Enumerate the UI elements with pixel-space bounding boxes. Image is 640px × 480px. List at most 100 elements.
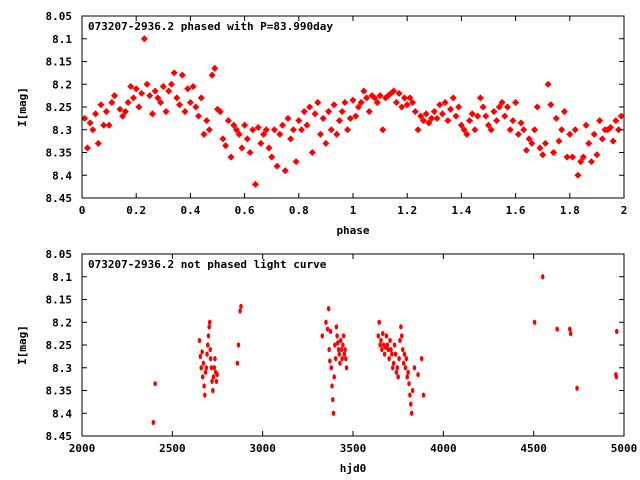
phased-data-point: [292, 158, 300, 166]
phased-data-point: [132, 85, 140, 93]
phased-data-point: [314, 98, 322, 106]
phased-data-point: [86, 119, 94, 127]
unphased-data-point: [394, 369, 399, 375]
phased-data-point: [422, 110, 430, 118]
phased-data-point: [230, 121, 238, 129]
phased-data-point: [129, 94, 138, 102]
phased-data-point: [379, 126, 387, 134]
phased-data-point: [438, 110, 446, 118]
phased-data-point: [590, 130, 598, 138]
phased-data-point: [295, 117, 303, 125]
phased-data-point: [509, 117, 517, 125]
unphased-data-point: [198, 353, 203, 359]
phased-data-point: [270, 126, 278, 134]
unphased-x-tick-label: 4000: [430, 442, 457, 455]
phased-data-point: [563, 153, 571, 161]
phased-data-point: [284, 114, 292, 122]
unphased-data-point: [209, 365, 214, 371]
phased-data-point: [487, 126, 495, 134]
phased-data-point: [238, 144, 246, 152]
unphased-y-tick-label: 8.05: [46, 248, 73, 261]
phased-y-tick-label: 8.1: [52, 33, 72, 46]
phased-data-points: [81, 35, 625, 188]
phased-data-point: [184, 85, 192, 93]
phased-x-tick-label: 1: [350, 204, 357, 217]
phased-x-axis-label: phase: [336, 224, 369, 237]
unphased-data-point: [382, 351, 387, 357]
phased-data-point: [173, 94, 181, 102]
phased-data-point: [281, 167, 289, 175]
unphased-data-point: [540, 274, 545, 280]
phased-data-point: [414, 126, 422, 134]
unphased-y-tick-label: 8.4: [52, 407, 72, 420]
unphased-x-tick-label: 2000: [69, 442, 96, 455]
phased-data-point: [544, 80, 552, 88]
phased-data-point: [211, 64, 219, 72]
unphased-x-tick-label: 4500: [520, 442, 547, 455]
phased-x-tick-label: 1.6: [506, 204, 526, 217]
unphased-data-point: [330, 383, 334, 389]
unphased-data-point: [396, 374, 400, 380]
unphased-data-point: [213, 356, 217, 362]
unphased-data-point: [393, 351, 398, 357]
phased-data-point: [376, 92, 384, 100]
phased-data-point: [346, 114, 354, 122]
phased-data-point: [371, 94, 379, 102]
unphased-data-point: [200, 349, 204, 355]
phased-data-point: [596, 117, 604, 125]
unphased-data-point: [343, 346, 347, 353]
unphased-data-point: [400, 346, 405, 353]
unphased-data-point: [403, 365, 408, 371]
phased-data-point: [205, 126, 213, 134]
phased-data-point: [495, 103, 503, 111]
unphased-data-point: [401, 360, 406, 366]
phased-data-point: [493, 117, 501, 125]
unphased-data-point: [153, 381, 157, 387]
phased-data-point: [203, 117, 211, 125]
phased-data-point: [547, 101, 555, 109]
phased-data-point: [289, 126, 297, 134]
phased-data-point: [194, 112, 203, 120]
phased-data-point: [241, 121, 249, 129]
unphased-data-point: [421, 392, 426, 398]
unphased-data-point: [236, 342, 241, 348]
phased-data-point: [447, 105, 455, 113]
unphased-data-point: [388, 337, 392, 344]
phased-data-point: [558, 126, 566, 134]
phased-y-tick-label: 8.4: [52, 169, 72, 182]
unphased-data-point: [378, 342, 382, 348]
phased-data-point: [311, 110, 319, 118]
unphased-data-point: [205, 351, 209, 357]
phased-data-point: [344, 126, 352, 134]
unphased-data-point: [327, 346, 331, 353]
unphased-y-tick-label: 8.1: [52, 271, 72, 284]
phased-data-point: [354, 103, 362, 111]
phased-data-point: [232, 126, 241, 134]
phased-data-point: [520, 126, 528, 134]
unphased-data-point: [380, 346, 384, 353]
phased-data-point: [260, 130, 268, 138]
unphased-data-point: [335, 333, 339, 339]
phased-data-point: [398, 103, 406, 111]
phased-y-tick-label: 8.15: [46, 56, 73, 69]
unphased-data-point: [203, 369, 208, 375]
phased-data-point: [417, 112, 425, 120]
unphased-data-point: [320, 333, 325, 339]
phased-data-point: [268, 153, 276, 161]
unphased-x-tick-label: 5000: [611, 442, 638, 455]
phased-y-tick-label: 8.45: [46, 192, 73, 205]
phased-data-point: [216, 108, 224, 116]
phased-x-tick-label: 0: [79, 204, 86, 217]
unphased-data-point: [334, 324, 339, 330]
phased-data-point: [577, 158, 585, 166]
phased-x-tick-label: 0.4: [180, 204, 200, 217]
unphased-data-point: [555, 326, 559, 332]
phased-data-point: [433, 114, 441, 122]
unphased-data-point: [399, 333, 404, 339]
unphased-x-tick-label: 2500: [159, 442, 186, 455]
phased-data-point: [531, 126, 539, 134]
unphased-data-point: [402, 351, 407, 357]
phased-data-point: [571, 126, 579, 134]
phased-data-point: [303, 121, 311, 129]
